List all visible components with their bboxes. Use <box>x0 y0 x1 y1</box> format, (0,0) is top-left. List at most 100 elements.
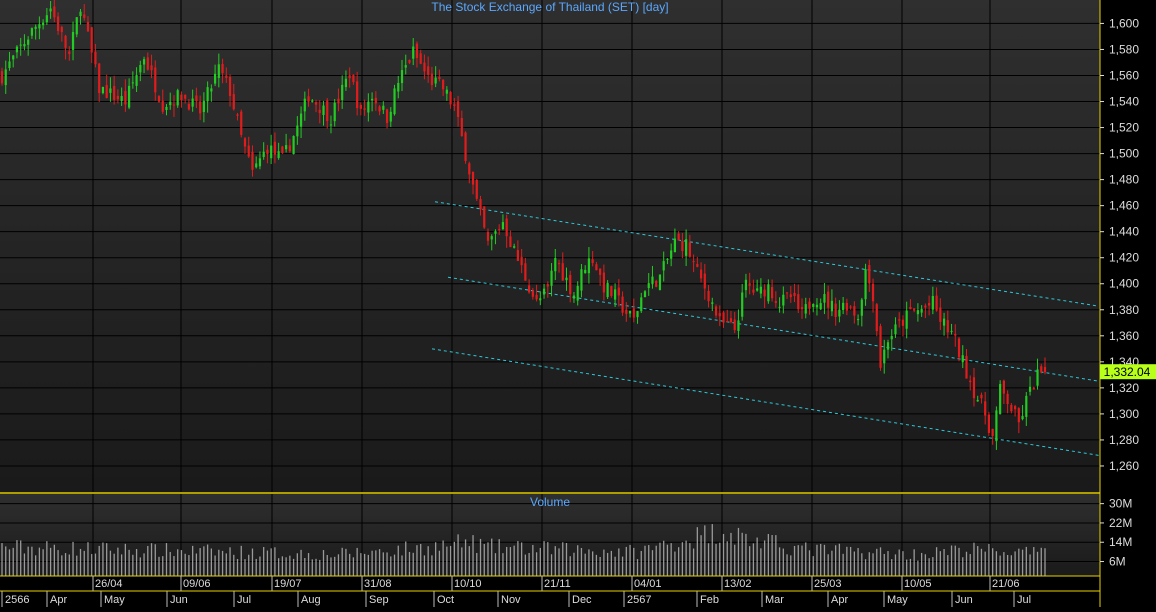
candle-body <box>763 289 766 297</box>
candle-body <box>785 292 789 294</box>
candle-body <box>292 135 295 155</box>
candle-body <box>397 82 400 92</box>
month-label: Jul <box>1017 594 1031 606</box>
candle-body <box>905 310 908 329</box>
candle-body <box>842 302 845 311</box>
candle-body <box>79 11 82 16</box>
candle-body <box>4 69 7 86</box>
candle-body <box>468 163 471 175</box>
candle-body <box>464 132 467 161</box>
candle-body <box>595 264 598 271</box>
candle-body <box>217 64 220 78</box>
candle-body <box>408 59 411 63</box>
candle-body <box>909 307 912 310</box>
candle-body <box>378 106 381 112</box>
candle-body <box>722 312 725 323</box>
candle-body <box>767 284 770 302</box>
candle-body <box>569 275 572 295</box>
candle-body <box>864 269 867 300</box>
volume-tick-label: 30M <box>1109 497 1132 511</box>
candle-body <box>131 82 134 84</box>
candle-body <box>1025 395 1028 417</box>
month-label: May <box>104 594 125 606</box>
date-label: 21/11 <box>544 578 571 590</box>
candle-body <box>1032 387 1035 390</box>
candles <box>0 0 1047 450</box>
candle-body <box>146 57 149 70</box>
candle-body <box>812 304 815 307</box>
candle-body <box>636 311 639 318</box>
candle-body <box>782 294 785 306</box>
candle-body <box>247 145 250 157</box>
candle-body <box>30 28 34 36</box>
month-label: Oct <box>437 594 454 606</box>
candle-body <box>38 24 41 29</box>
candle-body <box>471 171 475 185</box>
price-tick-label: 1,280 <box>1109 433 1139 447</box>
candle-body <box>344 78 348 88</box>
candle-body <box>651 276 654 285</box>
candle-body <box>453 104 456 106</box>
candle-body <box>969 380 972 383</box>
candle-body <box>120 95 123 102</box>
last-price-label: 1,332.04 <box>1104 365 1151 379</box>
candle-body <box>475 179 478 199</box>
candle-body <box>75 17 78 35</box>
candle-body <box>374 97 377 104</box>
candle-body <box>49 8 52 12</box>
month-label: Jun <box>955 594 973 606</box>
candle-body <box>856 319 860 321</box>
candle-body <box>984 401 987 416</box>
volume-title: Volume <box>530 495 570 509</box>
candle-body <box>232 94 235 110</box>
candle-body <box>128 85 131 108</box>
candle-body <box>580 269 583 291</box>
price-axis: 1,2601,2801,3001,3201,3401,3601,3801,400… <box>1100 16 1139 473</box>
trend-line-lower <box>431 348 1101 457</box>
candle-body <box>56 16 60 31</box>
candle-body <box>688 242 691 257</box>
candle-body <box>632 308 635 318</box>
candle-body <box>696 263 699 267</box>
candle-body <box>187 103 191 110</box>
candle-body <box>834 303 837 318</box>
month-label: Jul <box>237 594 251 606</box>
candle-body <box>987 414 991 433</box>
candle-body <box>367 101 370 113</box>
candle-body <box>150 65 153 71</box>
candle-body <box>942 318 946 326</box>
candle-body <box>531 290 534 297</box>
candle-body <box>928 303 931 306</box>
candle-body <box>539 298 542 301</box>
candle-body <box>0 71 4 84</box>
candle-body <box>950 330 953 332</box>
candle-body <box>71 32 75 50</box>
candle-body <box>142 59 146 65</box>
candle-body <box>610 286 613 296</box>
candle-body <box>322 105 325 115</box>
candle-body <box>707 290 710 302</box>
candle-body <box>288 145 291 152</box>
candle-body <box>98 63 101 94</box>
candle-body <box>752 289 755 293</box>
candle-body <box>890 335 893 340</box>
candle-body <box>311 100 314 102</box>
trend-line-upper <box>434 201 1098 307</box>
candle-body <box>1010 404 1013 412</box>
candle-body <box>341 84 344 100</box>
date-label: 19/07 <box>274 578 302 590</box>
candle-body <box>213 73 217 84</box>
candle-body <box>1013 406 1017 410</box>
candle-body <box>442 79 445 90</box>
month-label: Aug <box>301 594 321 606</box>
candle-body <box>505 218 508 237</box>
candle-body <box>404 65 407 68</box>
price-tick-label: 1,440 <box>1109 225 1139 239</box>
candle-body <box>161 100 164 112</box>
candle-body <box>1036 369 1039 386</box>
candle-body <box>277 151 280 158</box>
candle-body <box>445 89 448 94</box>
candle-body <box>587 258 591 274</box>
candle-body <box>509 236 512 248</box>
